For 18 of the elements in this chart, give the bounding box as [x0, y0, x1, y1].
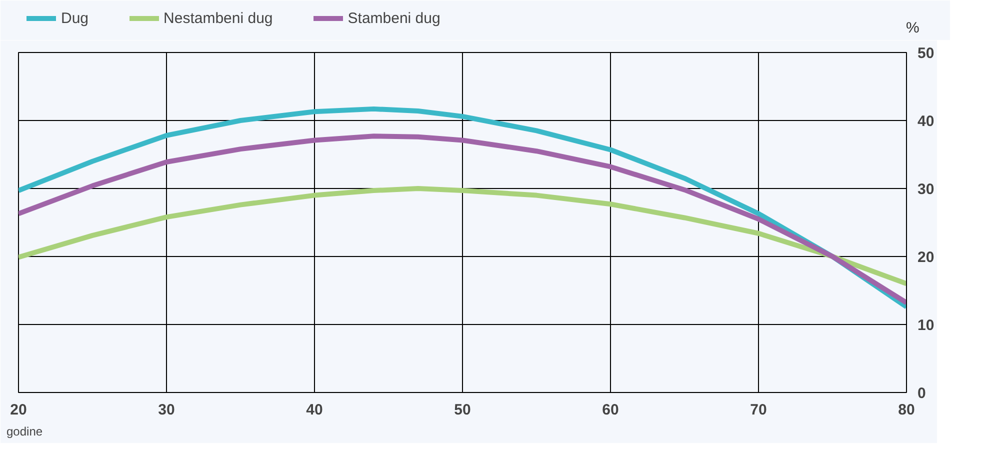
y-tick-label: 50 [918, 45, 934, 62]
legend-label: Nestambeni dug [164, 10, 273, 26]
x-axis-title: godine [6, 424, 43, 438]
x-tick-label: 50 [454, 402, 471, 418]
y-tick-label: 30 [918, 181, 934, 198]
y-axis-title: % [906, 20, 920, 36]
x-tick-label: 20 [10, 402, 27, 418]
legend-label: Dug [61, 10, 89, 26]
y-tick-label: 0 [918, 385, 926, 402]
y-tick-label: 20 [918, 249, 934, 266]
y-tick-label: 10 [918, 317, 934, 334]
x-tick-label: 40 [306, 402, 323, 418]
legend-label: Stambeni dug [348, 10, 440, 26]
x-tick-label: 80 [898, 402, 915, 418]
x-tick-label: 70 [750, 402, 767, 418]
x-tick-label: 60 [602, 402, 619, 418]
x-tick-label: 30 [158, 402, 175, 418]
y-tick-label: 40 [918, 113, 934, 130]
